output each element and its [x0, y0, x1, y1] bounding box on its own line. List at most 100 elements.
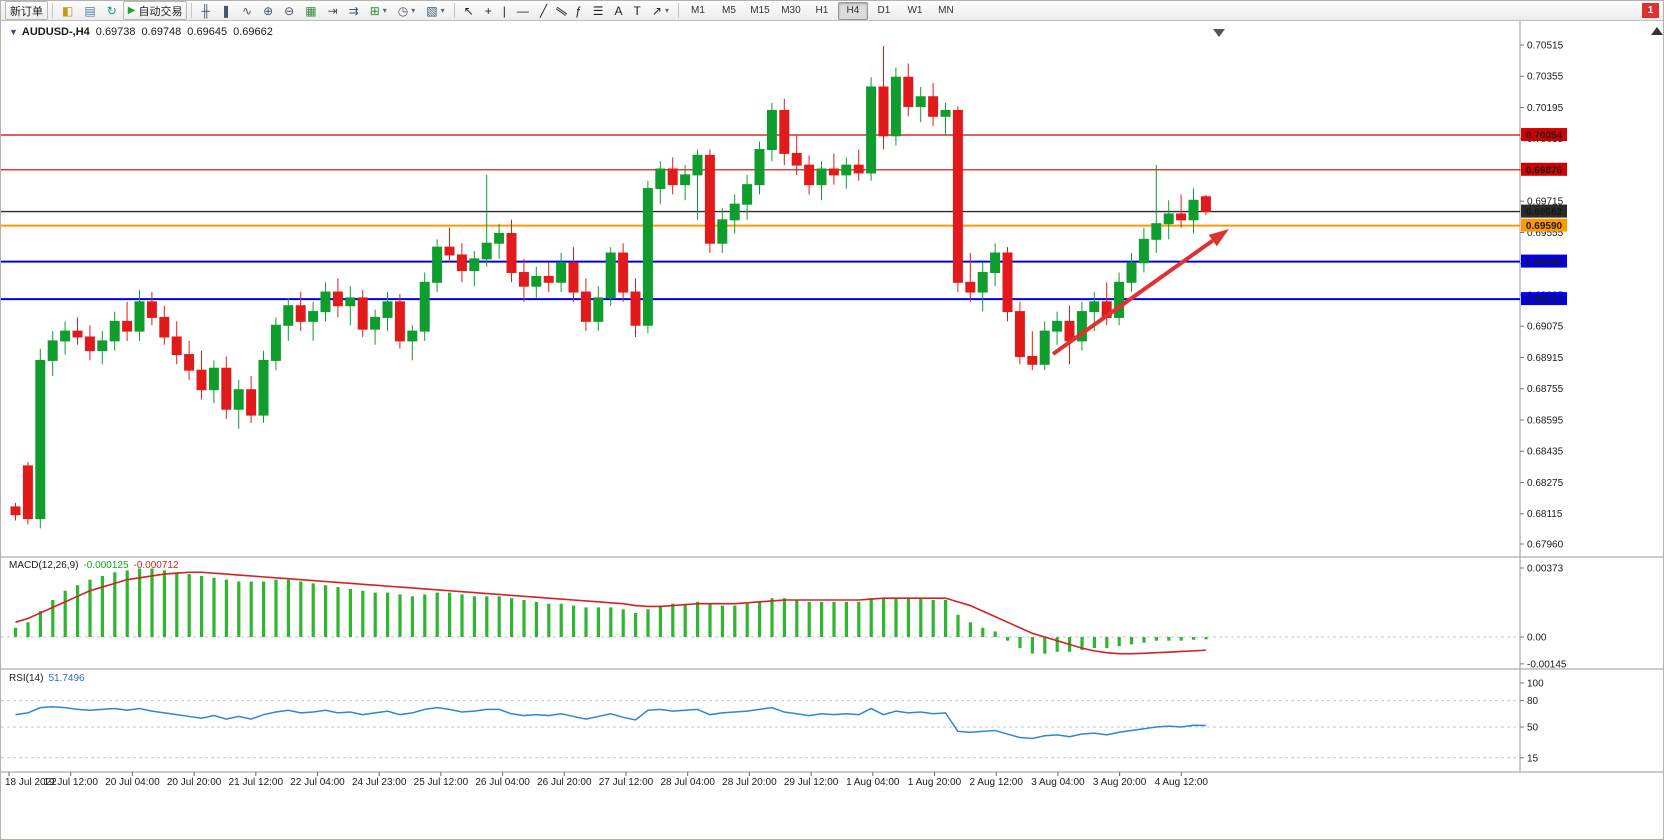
data-window-button[interactable]: ▤	[79, 1, 100, 20]
candle	[754, 148, 765, 186]
rsi-axis-label: 100	[1527, 679, 1544, 690]
scroll-up-icon[interactable]	[1651, 27, 1663, 35]
channel-button[interactable]: ∥	[553, 1, 569, 20]
price-badge	[1521, 162, 1567, 176]
price-axis-label: 0.67960	[1527, 539, 1564, 550]
candle	[208, 367, 219, 391]
trend-arrow-line[interactable]	[1051, 238, 1214, 356]
macd-histogram-bar	[646, 609, 650, 637]
horizontal-line-button[interactable]: —	[512, 1, 534, 20]
candle	[729, 203, 740, 221]
trendline-button[interactable]: ╱	[535, 1, 552, 20]
price-badge	[1521, 218, 1567, 232]
price-axis-label: 0.68915	[1527, 353, 1564, 364]
chart-dropdown-icon[interactable]: ▼	[9, 27, 18, 37]
zoom-in-button[interactable]: ⊕	[258, 1, 278, 20]
auto-trading-button[interactable]: ▶ 自动交易	[122, 1, 188, 20]
chart-shift-button[interactable]: ⇥	[323, 1, 343, 20]
bar-chart-button[interactable]: ╫	[196, 1, 215, 20]
tf-w1-button[interactable]: W1	[907, 5, 923, 16]
text-label-button[interactable]: T	[629, 1, 646, 20]
candle	[419, 281, 430, 332]
candle	[866, 86, 877, 174]
chart-title: ▼ AUDUSD-,H4 0.69738 0.69748 0.69645 0.69662	[9, 26, 273, 38]
arrows-icon: ↗	[651, 3, 662, 18]
fibonacci-button[interactable]: ƒ	[570, 1, 587, 20]
auto-scroll-button[interactable]: ⇉	[344, 1, 364, 20]
candle	[1163, 213, 1174, 225]
macd-histogram-bar	[361, 590, 365, 637]
candle	[580, 291, 591, 322]
macd-histogram-bar	[745, 603, 749, 637]
macd-histogram-bar	[968, 622, 972, 637]
vertical-line-button[interactable]: |	[498, 1, 511, 20]
candle	[469, 258, 480, 272]
candle	[1002, 252, 1013, 313]
macd-histogram-bar	[696, 601, 700, 637]
candle	[109, 320, 120, 342]
candle	[766, 109, 777, 150]
macd-histogram-bar	[733, 605, 737, 637]
zoom-out-button[interactable]: ⊖	[279, 1, 299, 20]
macd-histogram-bar	[63, 590, 67, 637]
new-order-button[interactable]: 新订单	[5, 1, 48, 20]
macd-axis-label: -0.00145	[1527, 659, 1567, 670]
price-badge-label: 0.69214	[1526, 295, 1563, 306]
tf-m5-button[interactable]: M5	[722, 5, 736, 16]
candle	[345, 297, 356, 307]
tf-h4-button[interactable]: H4	[837, 1, 868, 20]
macd-axis-label: 0.00	[1527, 633, 1547, 644]
chart-svg[interactable]: 0.705150.703550.701950.700350.698750.697…	[1, 21, 1664, 840]
macd-histogram-bar	[224, 579, 228, 637]
cycle-lines-button[interactable]: ☰	[588, 1, 609, 20]
tile-windows-button[interactable]: ▦	[300, 1, 321, 20]
candlestick-chart-button[interactable]: ❚	[216, 1, 236, 20]
macd-histogram-bar	[782, 598, 786, 637]
candle	[940, 109, 951, 117]
tf-m15-button[interactable]: M15	[750, 5, 770, 16]
macd-histogram-bar	[125, 570, 129, 637]
tf-m30-button[interactable]: M30	[781, 5, 801, 16]
price-axis-label: 0.68275	[1527, 478, 1564, 489]
candle	[481, 242, 492, 260]
new-chart-button[interactable]: ⊞ ▾	[365, 1, 392, 20]
trend-arrow-head[interactable]	[1208, 229, 1229, 247]
macd-histogram-bar	[187, 574, 191, 637]
notification-badge[interactable]: 1	[1642, 3, 1659, 18]
periods-button[interactable]: ◷ ▾	[393, 1, 421, 20]
market-watch-button[interactable]: ◧	[57, 1, 78, 20]
tf-h1-button[interactable]: H1	[815, 5, 829, 16]
tf-mn-button[interactable]: MN	[938, 5, 954, 16]
candle	[1076, 311, 1087, 342]
time-axis-label: 3 Aug 20:00	[1093, 777, 1147, 788]
tf-m1-button[interactable]: M1	[691, 5, 705, 16]
crosshair-button[interactable]: +	[480, 1, 497, 20]
time-axis-label: 19 Jul 12:00	[43, 777, 98, 788]
chart-canvas[interactable]: 0.705150.703550.701950.700350.698750.697…	[1, 21, 1664, 840]
rsi-axis-label: 80	[1527, 696, 1539, 707]
chart-shift-marker[interactable]	[1213, 29, 1225, 37]
refresh-button[interactable]: ↻	[102, 1, 122, 20]
candle	[1027, 356, 1038, 365]
macd-histogram-bar	[1142, 637, 1146, 643]
macd-histogram-bar	[1105, 637, 1109, 649]
arrows-button[interactable]: ↗ ▾	[647, 1, 674, 20]
tf-d1-button[interactable]: D1	[877, 5, 891, 16]
macd-histogram-bar	[869, 598, 873, 637]
candle	[370, 316, 381, 330]
line-chart-button[interactable]: ∿	[237, 1, 257, 20]
rsi-axis-label: 15	[1527, 753, 1539, 764]
price-badge	[1521, 128, 1567, 142]
macd-histogram-bar	[423, 594, 427, 637]
candle	[308, 311, 319, 322]
macd-histogram-bar	[770, 598, 774, 637]
templates-button[interactable]: ▧ ▾	[421, 1, 449, 20]
zoom-in-icon: ⊕	[263, 3, 274, 18]
text-label-icon: T	[633, 3, 641, 18]
macd-histogram-bar	[150, 568, 154, 637]
symbol-period: AUDUSD-,H4	[21, 26, 90, 38]
text-button[interactable]: A	[610, 1, 628, 20]
candle	[171, 336, 182, 356]
cursor-button[interactable]: ↖	[459, 1, 479, 20]
macd-histogram-bar	[572, 605, 576, 637]
